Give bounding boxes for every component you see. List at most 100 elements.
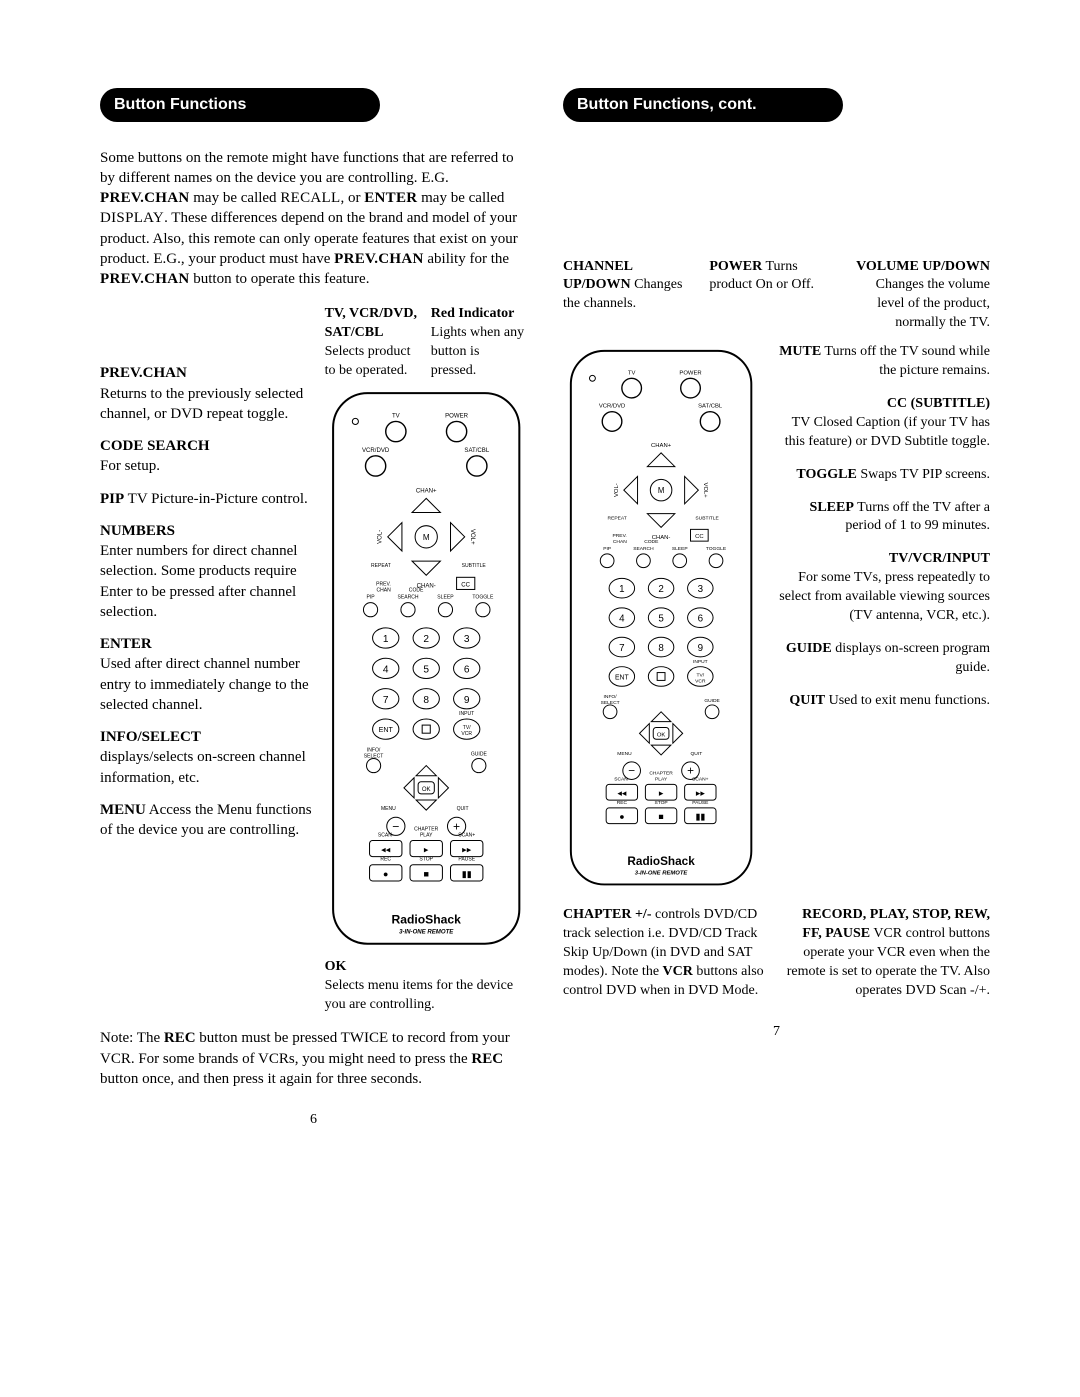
svg-text:9: 9 bbox=[698, 643, 703, 654]
remote-diagram-right: TVPOWERVCR/DVDSAT/CBLCHAN+CHAN-VOL-VOL+M… bbox=[563, 343, 759, 892]
numbers-title: NUMBERS bbox=[100, 523, 175, 539]
svg-text:GUIDE: GUIDE bbox=[470, 751, 487, 757]
svg-text:TOGGLE: TOGGLE bbox=[706, 546, 727, 552]
cc-title: CC (SUBTITLE) bbox=[887, 396, 990, 411]
svg-text:8: 8 bbox=[423, 695, 429, 706]
quit-title: QUIT bbox=[789, 693, 825, 708]
svg-text:TV: TV bbox=[628, 371, 636, 377]
tvvcr-body: For some TVs, press repeatedly to select… bbox=[779, 570, 990, 623]
section-header-left: Button Functions bbox=[100, 88, 380, 122]
infosel-title: INFO/SELECT bbox=[100, 729, 201, 745]
infosel-body: displays/selects on-screen channel infor… bbox=[100, 749, 306, 785]
toggle-title: TOGGLE bbox=[796, 467, 856, 482]
svg-text:CHAPTER: CHAPTER bbox=[649, 771, 673, 777]
svg-text:PLAY: PLAY bbox=[420, 832, 433, 838]
svg-text:M: M bbox=[658, 486, 665, 495]
svg-text:ENT: ENT bbox=[615, 675, 630, 682]
svg-text:VCR: VCR bbox=[695, 679, 706, 685]
svg-text:CHAN+: CHAN+ bbox=[651, 443, 672, 449]
svg-text:2: 2 bbox=[658, 584, 663, 595]
svg-text:M: M bbox=[422, 533, 429, 542]
svg-text:6: 6 bbox=[698, 614, 704, 625]
svg-text:STOP: STOP bbox=[419, 857, 433, 863]
guide-title: GUIDE bbox=[786, 641, 832, 656]
svg-text:REPEAT: REPEAT bbox=[371, 563, 391, 569]
codesearch-title: CODE SEARCH bbox=[100, 438, 210, 454]
svg-text:MENU: MENU bbox=[617, 751, 632, 757]
svg-text:MENU: MENU bbox=[381, 806, 396, 812]
svg-text:PREV.: PREV. bbox=[613, 533, 627, 539]
svg-text:▸: ▸ bbox=[423, 845, 428, 855]
ok-body: Selects menu items for the device you ar… bbox=[325, 978, 514, 1012]
recplay-callout: RECORD, PLAY, STOP, REW, FF, PAUSE VCR c… bbox=[786, 906, 991, 1000]
svg-text:SEARCH: SEARCH bbox=[633, 546, 654, 552]
svg-text:VCR: VCR bbox=[461, 731, 472, 737]
svg-text:◂◂: ◂◂ bbox=[617, 788, 626, 798]
svg-text:4: 4 bbox=[619, 614, 625, 625]
svg-text:4: 4 bbox=[382, 664, 388, 675]
svg-text:●: ● bbox=[619, 812, 624, 822]
svg-text:−: − bbox=[628, 765, 635, 778]
svg-text:CC: CC bbox=[695, 534, 704, 540]
svg-text:■: ■ bbox=[658, 812, 663, 822]
intro-prevchan: PREV.CHAN bbox=[100, 190, 190, 206]
svg-text:VOL-: VOL- bbox=[614, 483, 620, 497]
volup-title: VOLUME UP/DOWN bbox=[856, 259, 990, 274]
chapter-title: CHAPTER +/- bbox=[563, 907, 651, 922]
svg-text:STOP: STOP bbox=[654, 800, 667, 806]
enter-title: ENTER bbox=[100, 636, 152, 652]
svg-text:3-IN-ONE REMOTE: 3-IN-ONE REMOTE bbox=[399, 929, 454, 935]
svg-text:SUBTITLE: SUBTITLE bbox=[695, 516, 719, 522]
svg-text:PLAY: PLAY bbox=[655, 777, 668, 783]
svg-text:8: 8 bbox=[658, 643, 664, 654]
note-a: Note: The bbox=[100, 1030, 164, 1046]
svg-text:1: 1 bbox=[382, 634, 388, 645]
svg-text:SAT/CBL: SAT/CBL bbox=[464, 448, 489, 454]
sleep-body: Turns off the TV after a period of 1 to … bbox=[845, 500, 990, 534]
note-c: button once, and then press it again for… bbox=[100, 1071, 422, 1087]
svg-text:TV/: TV/ bbox=[697, 673, 705, 679]
svg-text:SCAN-: SCAN- bbox=[377, 832, 393, 838]
mute-title: MUTE bbox=[779, 344, 821, 359]
note-rec2: REC bbox=[471, 1051, 503, 1067]
svg-text:2: 2 bbox=[423, 634, 429, 645]
svg-text:OK: OK bbox=[657, 732, 666, 738]
svg-text:CODE: CODE bbox=[408, 587, 423, 593]
svg-text:CC: CC bbox=[461, 582, 470, 588]
intro-g: button to operate this feature. bbox=[190, 271, 370, 287]
svg-text:QUIT: QUIT bbox=[456, 806, 468, 812]
svg-text:SCAN+: SCAN+ bbox=[692, 777, 709, 783]
intro-d: may be called bbox=[417, 190, 504, 206]
svg-text:SCAN+: SCAN+ bbox=[458, 832, 475, 838]
right-callouts: MUTE Turns off the TV sound while the pi… bbox=[773, 343, 990, 892]
svg-text:▸▸: ▸▸ bbox=[696, 788, 705, 798]
svg-text:SCAN-: SCAN- bbox=[614, 777, 630, 783]
volup-callout: VOLUME UP/DOWN Changes the volume level … bbox=[856, 258, 990, 334]
svg-text:CHAN: CHAN bbox=[613, 539, 627, 545]
svg-text:PAUSE: PAUSE bbox=[458, 857, 475, 863]
svg-text:POWER: POWER bbox=[679, 371, 701, 377]
svg-text:VCR/DVD: VCR/DVD bbox=[599, 404, 625, 410]
svg-text:VOL-: VOL- bbox=[377, 530, 383, 544]
svg-text:VOL+: VOL+ bbox=[468, 529, 474, 545]
svg-text:5: 5 bbox=[423, 664, 429, 675]
guide-body: displays on-screen program guide. bbox=[832, 641, 990, 675]
svg-text:−: − bbox=[392, 819, 399, 833]
cc-body: TV Closed Caption (if your TV has this f… bbox=[785, 415, 990, 449]
svg-text:SUBTITLE: SUBTITLE bbox=[461, 563, 486, 569]
chapter-callout: CHAPTER +/- controls DVD/CD track select… bbox=[563, 906, 768, 1000]
svg-text:OK: OK bbox=[421, 787, 430, 793]
svg-text:SLEEP: SLEEP bbox=[437, 594, 454, 600]
intro-f: ability for the bbox=[424, 251, 509, 267]
volup-body: Changes the volume level of the product,… bbox=[876, 277, 990, 330]
svg-text:3: 3 bbox=[463, 634, 469, 645]
chapter-vcr: VCR bbox=[663, 964, 693, 979]
sleep-title: SLEEP bbox=[810, 500, 854, 515]
svg-text:▸▸: ▸▸ bbox=[462, 845, 472, 855]
toggle-body: Swaps TV PIP screens. bbox=[857, 467, 990, 482]
svg-text:POWER: POWER bbox=[445, 413, 469, 419]
svg-text:ENT: ENT bbox=[378, 726, 393, 734]
svg-text:VOL+: VOL+ bbox=[702, 483, 708, 499]
svg-text:VCR/DVD: VCR/DVD bbox=[362, 448, 390, 454]
svg-text:7: 7 bbox=[619, 643, 624, 654]
